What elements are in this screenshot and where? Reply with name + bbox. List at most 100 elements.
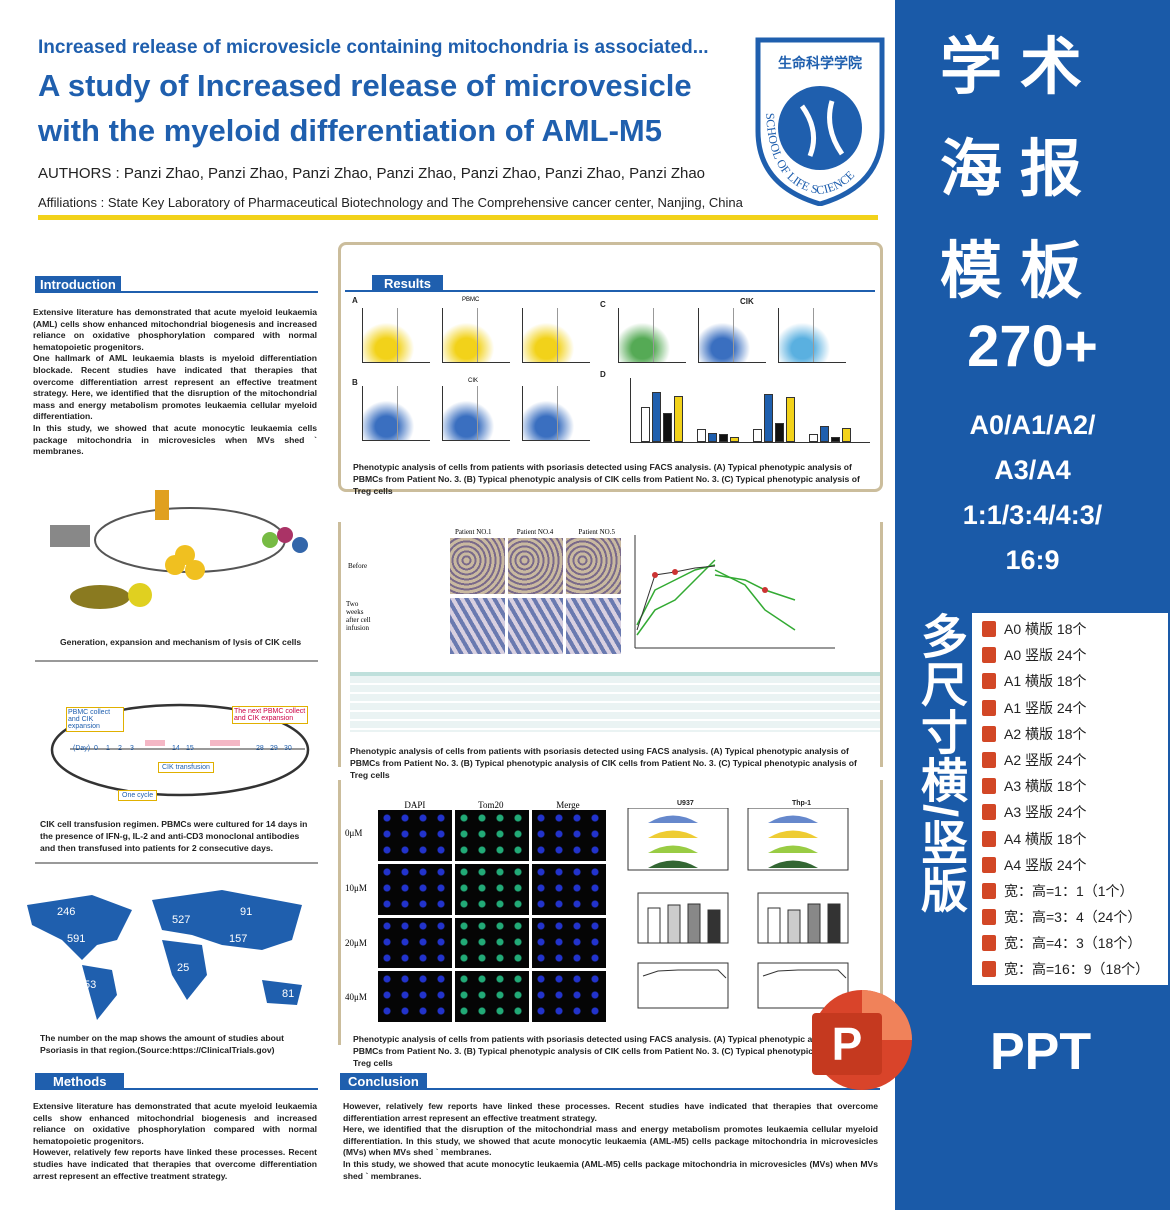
micro-image — [378, 917, 452, 969]
ppt-icon — [982, 935, 996, 952]
plot-title: CIK — [468, 378, 479, 384]
ppt-icon — [982, 830, 996, 847]
section-heading: Conclusion — [340, 1073, 427, 1090]
micro-image — [532, 863, 606, 915]
micro-image — [532, 917, 606, 969]
micro-image — [378, 863, 452, 915]
day: 3 — [130, 745, 134, 752]
list-text: A4 竖版 24个 — [1004, 856, 1087, 873]
bar-group — [809, 378, 851, 442]
timeline-figure — [50, 703, 310, 797]
day: 15 — [186, 745, 194, 752]
map-label: 25 — [177, 962, 189, 974]
promo-size: 1:1/3:4/4:3/ — [962, 500, 1103, 530]
stain: Merge — [556, 800, 580, 810]
paragraph: Extensive literature has demonstrated th… — [33, 1101, 317, 1146]
paragraph: However, relatively few reports have lin… — [343, 1101, 878, 1123]
bar — [764, 394, 773, 442]
dose-label: 40μM — [345, 992, 367, 1002]
promo-size: 16:9 — [1005, 545, 1060, 575]
promo-line: 模板 — [940, 237, 1101, 306]
scatter-plot — [522, 308, 590, 363]
micro-image — [455, 863, 529, 915]
promo-count: 270+ — [967, 314, 1098, 379]
section-heading: Introduction — [35, 276, 121, 293]
divider — [35, 862, 318, 864]
list-item: A1 竖版 24个 — [972, 695, 1168, 721]
ppt-icon — [982, 751, 996, 768]
panel-frame — [338, 780, 883, 1045]
bar — [719, 434, 728, 442]
list-text: A2 横版 18个 — [1004, 725, 1087, 742]
gate — [556, 386, 558, 440]
paragraph: In this study, we showed that acute mono… — [33, 422, 317, 457]
list-item: 宽：高=4：3（18个） — [972, 930, 1168, 956]
bar — [842, 427, 851, 442]
scatter-plot — [442, 386, 510, 441]
list-text: A3 横版 18个 — [1004, 778, 1087, 795]
micro-image — [455, 917, 529, 969]
bar — [674, 395, 683, 442]
dose-label: 20μM — [345, 938, 367, 948]
micro-image — [532, 971, 606, 1022]
list-text: A0 横版 18个 — [1004, 621, 1087, 637]
scatter-plot — [362, 386, 430, 441]
section-heading: Methods — [35, 1073, 125, 1090]
list-item: A4 竖版 24个 — [972, 852, 1168, 878]
title-line: A study of Increased release of microves… — [38, 68, 692, 103]
rule — [35, 1088, 318, 1090]
bar-group — [753, 378, 795, 442]
list-item: A3 横版 18个 — [972, 773, 1168, 799]
map-label: 81 — [282, 988, 294, 1000]
promo-panel — [895, 0, 1170, 1210]
list-item: A0 竖版 24个 — [972, 642, 1168, 668]
list-item: A2 竖版 24个 — [972, 747, 1168, 773]
bar — [753, 429, 762, 442]
day: 30 — [284, 745, 292, 752]
day: (Day) — [73, 745, 91, 752]
ihc-image — [450, 598, 505, 654]
map-label: 157 — [229, 933, 247, 945]
gate — [476, 386, 478, 440]
ppt-icon — [982, 647, 996, 664]
plot-title: CIK — [740, 297, 754, 306]
list-item: A3 竖版 24个 — [972, 799, 1168, 825]
ppt-icon — [982, 778, 996, 795]
figure-caption: Phenotypic analysis of cells from patien… — [350, 746, 857, 780]
stain: DAPI — [404, 800, 426, 810]
results-box — [338, 242, 883, 492]
bar — [809, 434, 818, 442]
list-text: 宽：高=4：3（18个） — [1004, 935, 1142, 952]
data-table — [350, 672, 880, 732]
subtitle: Increased release of microvesicle contai… — [38, 37, 709, 58]
micro-image — [378, 971, 452, 1022]
gate — [396, 308, 398, 362]
promo-size: A0/A1/A2/ — [969, 410, 1096, 440]
promo-vertical: 多尺寸横/竖版 — [914, 612, 967, 915]
figure-caption: CIK cell transfusion regimen. PBMCs were… — [40, 819, 308, 853]
day: 29 — [270, 745, 278, 752]
size-list: A0 横版 18个 A0 竖版 24个 A1 横版 18个 A1 竖版 24个 A2 横… — [972, 613, 1168, 985]
panel-label: A — [352, 296, 358, 305]
bar-group — [641, 378, 683, 442]
promo-line: 学术 — [940, 33, 1101, 102]
patient: Patient NO.1 — [455, 528, 492, 536]
world-map: 246 527 91 591 157 25 53 81 — [27, 890, 302, 1020]
micro-image — [378, 810, 452, 861]
gate — [556, 308, 558, 362]
facs-figure — [350, 298, 875, 448]
timeline-box: One cycle — [118, 790, 158, 801]
patient-labels: Patient NO.1 Patient NO.4 Patient NO.5 — [455, 528, 615, 536]
list-text: A1 竖版 24个 — [1004, 699, 1087, 716]
title-line: with the myeloid differentiation of AML-… — [38, 113, 662, 148]
day: 28 — [256, 745, 264, 752]
rule — [345, 290, 875, 292]
dose-label: 0μM — [345, 828, 363, 838]
stain: Tom20 — [478, 800, 504, 810]
promo-line: 海报 — [940, 135, 1101, 204]
paragraph: In this study, we showed that acute mono… — [343, 1158, 878, 1181]
list-item: A4 横版 18个 — [972, 826, 1168, 852]
paragraph: Here, we identified that the disruption … — [343, 1124, 878, 1158]
bar — [786, 397, 795, 442]
